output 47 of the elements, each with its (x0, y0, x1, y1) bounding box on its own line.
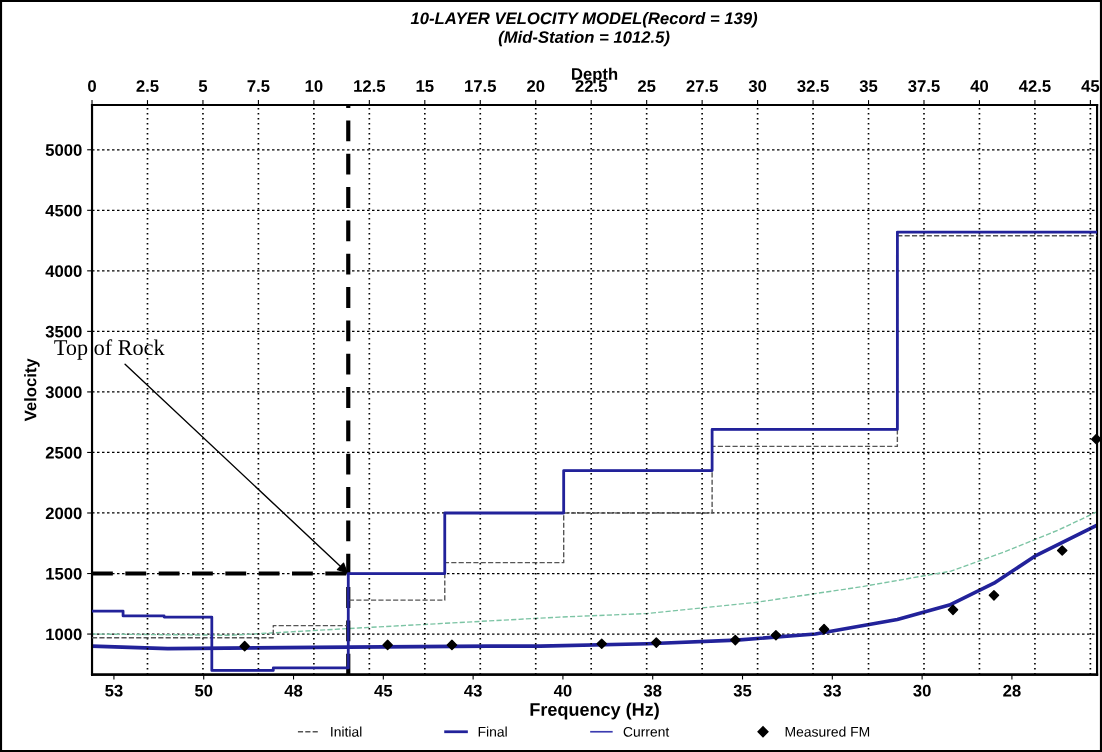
y-tick-label: 4000 (45, 265, 82, 278)
y-tick-label: 2500 (45, 446, 82, 459)
legend-label: Current (623, 726, 670, 737)
x2-tick-label: 32.5 (797, 80, 829, 92)
x2-tick-label: 10 (305, 80, 323, 92)
legend-label: Final (478, 726, 507, 737)
x2-tick-label: 2.5 (136, 80, 159, 92)
x-tick-label: 43 (464, 684, 482, 697)
y-tick-label: 1000 (46, 628, 82, 641)
x-tick-label: 45 (374, 684, 393, 697)
chart-subtitle: (Mid-Station = 1012.5) (498, 30, 670, 47)
y-tick-label: 3000 (45, 386, 82, 399)
x-tick-label: 33 (823, 684, 841, 697)
legend-label: Measured FM (785, 726, 870, 737)
chart-title: 10-LAYER VELOCITY MODEL(Record = 139) (410, 11, 758, 28)
x-tick-label: 28 (1003, 684, 1021, 697)
y-tick-label: 3500 (45, 325, 82, 338)
x-tick-label: 48 (284, 684, 303, 697)
x2-tick-label: 30 (748, 80, 767, 92)
y-tick-label: 1500 (46, 567, 82, 580)
x-tick-label: 30 (913, 684, 931, 697)
x2-tick-label: 17.5 (465, 80, 497, 92)
x-axis-title: Frequency (Hz) (530, 702, 659, 720)
x2-tick-label: 40 (970, 80, 989, 92)
x-tick-label: 40 (553, 684, 572, 697)
x2-tick-label: 27.5 (686, 80, 718, 92)
x2-tick-label: 20 (527, 80, 545, 92)
x2-tick-label: 0 (88, 80, 96, 92)
annotation: Top of Rock (54, 339, 165, 360)
x2-tick-label: 15 (416, 80, 434, 92)
x-tick-label: 50 (194, 684, 213, 697)
x2-tick-label: 42.5 (1018, 80, 1051, 92)
x2-tick-label: 7.5 (247, 80, 270, 92)
x-tick-label: 38 (643, 684, 662, 697)
x2-tick-label: 35 (859, 80, 878, 92)
x-tick-label: 53 (105, 684, 123, 697)
y-tick-label: 2000 (45, 507, 82, 520)
y-tick-label: 5000 (45, 144, 82, 156)
x2-tick-label: 12.5 (354, 80, 386, 92)
x2-tick-label: 25 (637, 80, 656, 92)
y-axis-title: Velocity (24, 358, 40, 422)
legend-label: Initial (331, 726, 362, 737)
x-tick-label: 35 (733, 684, 752, 697)
x2-tick-label: 5 (198, 80, 208, 92)
y-tick-label: 4500 (45, 204, 82, 217)
x2-tick-label: 45 (1081, 80, 1100, 92)
x2-tick-label: 37.5 (908, 80, 940, 92)
